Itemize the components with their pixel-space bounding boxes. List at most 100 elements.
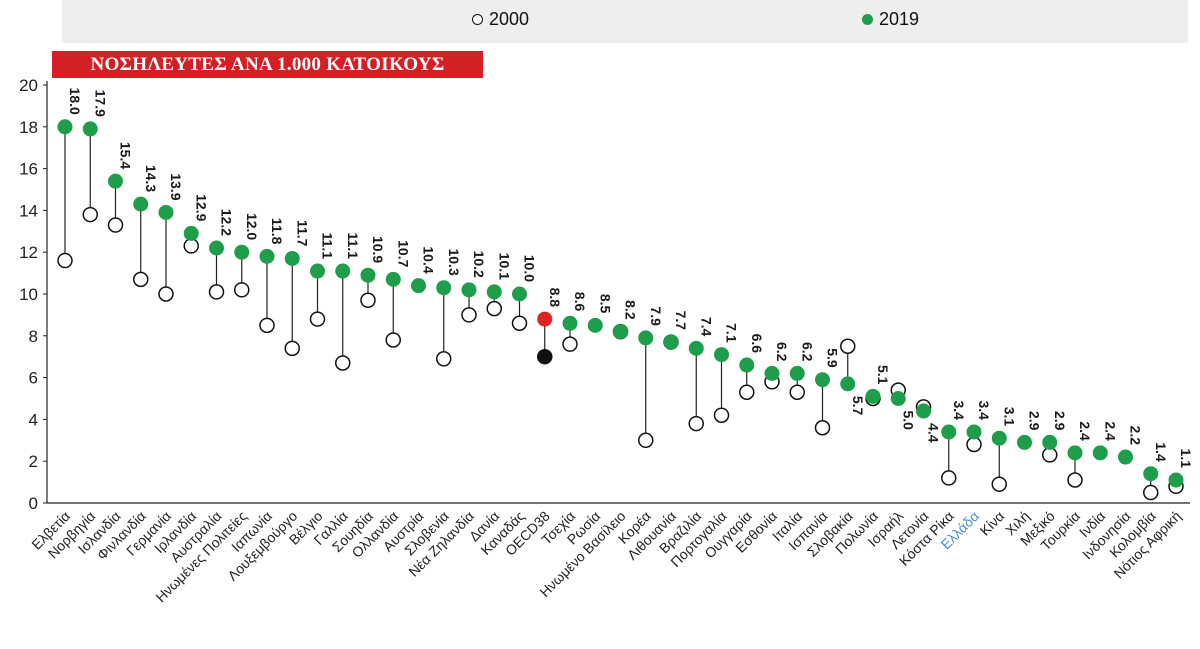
chart-title: ΝΟΣΗΛΕΥΤΕΣ ΑΝΑ 1.000 ΚΑΤΟΙΚΟΥΣ — [52, 51, 483, 78]
connector-lines — [64, 126, 1177, 493]
point-2019 — [663, 334, 679, 350]
point-2000 — [1143, 484, 1159, 501]
point-2000 — [511, 315, 528, 332]
point-2000 — [840, 338, 856, 354]
value-label: 3.4 — [951, 400, 967, 420]
point-2000 — [208, 284, 225, 300]
x-tick-label: Κίνα — [977, 508, 1008, 539]
value-label: 10.9 — [370, 236, 386, 263]
y-tick-label: 16 — [19, 160, 38, 179]
value-label: 7.7 — [673, 311, 689, 331]
point-2000 — [335, 355, 351, 371]
legend: 2000 2019 — [62, 0, 1188, 43]
value-label: 3.1 — [1001, 407, 1017, 427]
point-2000 — [991, 476, 1007, 492]
point-2019 — [385, 271, 401, 287]
y-tick-label: 10 — [19, 285, 38, 304]
point-2019 — [537, 311, 553, 327]
value-label: 12.0 — [244, 213, 260, 240]
value-label: 12.9 — [193, 194, 209, 221]
point-2019 — [1092, 445, 1108, 461]
value-label: 7.1 — [724, 323, 740, 343]
value-label: 2.4 — [1102, 421, 1118, 441]
point-2019 — [587, 317, 603, 333]
point-2019 — [941, 424, 957, 440]
point-2019 — [613, 324, 628, 340]
y-tick-label: 20 — [19, 76, 38, 95]
point-2000 — [537, 348, 553, 365]
point-2019 — [1143, 466, 1159, 482]
point-2000 — [309, 311, 326, 327]
value-labels: 18.0 17.9 15.4 14.3 13.9 12.9 12.2 12.0 11.8 11.7… — [67, 88, 1194, 469]
value-label: 5.9 — [825, 348, 841, 368]
value-label: 5.0 — [900, 411, 916, 431]
point-2000 — [234, 282, 250, 298]
point-2000 — [461, 307, 477, 323]
value-label: 2.2 — [1128, 426, 1144, 446]
filled-circle-marker-icon — [862, 14, 873, 25]
point-2019 — [865, 388, 881, 404]
point-2019 — [209, 240, 224, 256]
point-2000 — [385, 332, 401, 348]
point-2019 — [411, 278, 426, 294]
value-label: 7.9 — [648, 306, 664, 326]
value-label: 11.7 — [294, 220, 310, 247]
point-2019 — [840, 376, 856, 392]
value-label: 8.5 — [597, 294, 613, 314]
point-2019 — [284, 250, 300, 266]
point-2000 — [562, 336, 578, 352]
point-2019 — [815, 372, 830, 388]
point-2019 — [82, 121, 98, 137]
value-label: 18.0 — [67, 88, 83, 115]
point-2000 — [941, 470, 957, 486]
series-2019 — [57, 119, 1184, 488]
point-2019 — [1042, 434, 1058, 450]
value-label: 3.4 — [976, 400, 992, 420]
y-tick-label: 18 — [19, 118, 38, 137]
point-2019 — [916, 403, 931, 419]
point-2019 — [234, 244, 250, 260]
point-2000 — [688, 415, 704, 432]
value-label: 13.9 — [168, 173, 184, 200]
y-tick-label: 6 — [29, 369, 38, 388]
point-2019 — [310, 263, 325, 279]
point-2000 — [486, 300, 502, 317]
x-axis-labels: ΕλβετίαΝορβηγίαΙσλανδίαΦινλανδίαΓερμανία… — [28, 508, 1184, 606]
point-2000 — [713, 407, 730, 423]
legend-label: 2000 — [489, 9, 530, 29]
legend-label: 2019 — [879, 9, 920, 29]
point-2019 — [714, 347, 729, 363]
point-2019 — [562, 315, 578, 331]
value-label: 11.8 — [269, 218, 285, 245]
value-label: 10.1 — [496, 253, 512, 280]
point-2019 — [991, 430, 1007, 446]
point-2000 — [57, 252, 73, 269]
point-2019 — [1168, 472, 1184, 488]
value-label: 8.6 — [572, 292, 588, 312]
value-label: 15.4 — [118, 142, 134, 169]
y-tick-label: 14 — [19, 201, 38, 220]
value-label: 2.4 — [1077, 421, 1093, 441]
point-2000 — [739, 384, 755, 400]
y-tick-label: 4 — [29, 410, 38, 429]
point-2000 — [284, 340, 300, 357]
point-2000 — [966, 436, 982, 453]
value-label: 10.3 — [446, 248, 462, 275]
point-2000 — [158, 286, 174, 302]
point-2000 — [360, 292, 376, 309]
point-2000 — [107, 217, 124, 233]
point-2019 — [133, 196, 149, 212]
point-2019 — [890, 391, 906, 406]
point-2019 — [1017, 434, 1032, 450]
point-2019 — [259, 248, 275, 264]
legend-item-2000: 2000 — [472, 9, 529, 30]
point-2000 — [82, 206, 98, 223]
value-label: 6.2 — [799, 342, 815, 362]
value-label: 17.9 — [92, 90, 108, 117]
value-label: 10.7 — [395, 240, 411, 267]
value-label: 10.0 — [522, 255, 538, 282]
value-label: 4.4 — [926, 423, 942, 443]
value-label: 2.9 — [1027, 411, 1043, 431]
point-2019 — [1067, 445, 1083, 461]
value-label: 8.2 — [623, 300, 639, 320]
